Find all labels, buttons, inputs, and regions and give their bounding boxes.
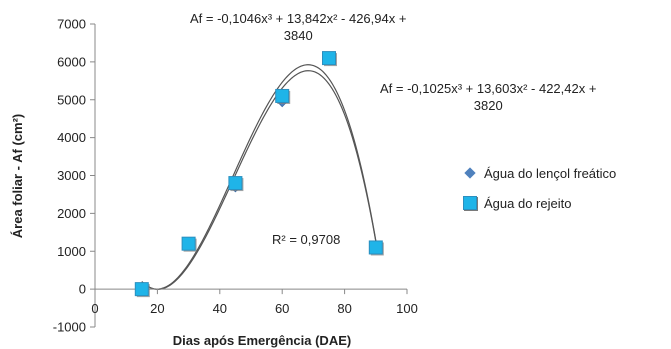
y-tick-label: 4000 [57, 130, 86, 145]
point-square [181, 236, 196, 251]
y-tick-label: 6000 [57, 54, 86, 69]
x-tick-label: 0 [91, 301, 98, 316]
x-tick-label: 60 [275, 301, 289, 316]
x-axis-title: Dias após Emergência (DAE) [173, 333, 351, 348]
equation-right-line1: Af = -0,1025x³ + 13,603x² - 422,42x + [380, 81, 597, 96]
point-square [322, 51, 336, 66]
legend-label-lencol: Água do lençol freático [484, 165, 617, 181]
square-marker-icon [462, 195, 478, 211]
y-tick-label: 1000 [57, 244, 86, 259]
tick-labels: -1000 0 1000 2000 3000 4000 5000 6000 7000 0 20 40 6… [53, 17, 418, 335]
trendline-series-0 [141, 70, 377, 291]
legend-label-rejeito: Água do rejeito [484, 195, 572, 211]
r-squared-annotation: R² = 0,9708 [272, 232, 341, 247]
legend-item-rejeito: Água do rejeito [462, 192, 616, 214]
diamond-marker-icon [462, 165, 478, 181]
x-tick-label: 80 [337, 301, 351, 316]
y-tick-label: 2000 [57, 206, 86, 221]
y-tick-label: -1000 [53, 320, 86, 335]
trendlines [141, 64, 377, 291]
point-square [134, 282, 149, 297]
y-tick-label: 3000 [57, 168, 86, 183]
x-tick-label: 40 [213, 301, 227, 316]
point-square [275, 88, 290, 103]
trendline-series-1 [141, 64, 377, 290]
x-tick-label: 100 [396, 301, 418, 316]
y-tick-label: 5000 [57, 92, 86, 107]
point-square [368, 240, 383, 255]
data-points [134, 51, 384, 298]
legend: Água do lençol freático Água do rejeito [462, 162, 616, 222]
equation-top-line1: Af = -0,1046x³ + 13,842x² - 426,94x + [190, 11, 407, 26]
equation-annotation-right: Af = -0,1025x³ + 13,603x² - 422,42x + 38… [380, 80, 596, 114]
equation-top-line2: 3840 [283, 28, 313, 43]
axes [90, 23, 408, 328]
legend-item-lencol: Água do lençol freático [462, 162, 616, 184]
y-axis-title: Área foliar - Af (cm²) [10, 114, 25, 238]
y-tick-label: 0 [79, 282, 86, 297]
y-tick-label: 7000 [57, 17, 86, 32]
x-tick-label: 20 [150, 301, 164, 316]
equation-right-line2: 3820 [473, 98, 503, 113]
point-square [228, 176, 243, 191]
equation-annotation-top: Af = -0,1046x³ + 13,842x² - 426,94x + 38… [190, 10, 406, 44]
